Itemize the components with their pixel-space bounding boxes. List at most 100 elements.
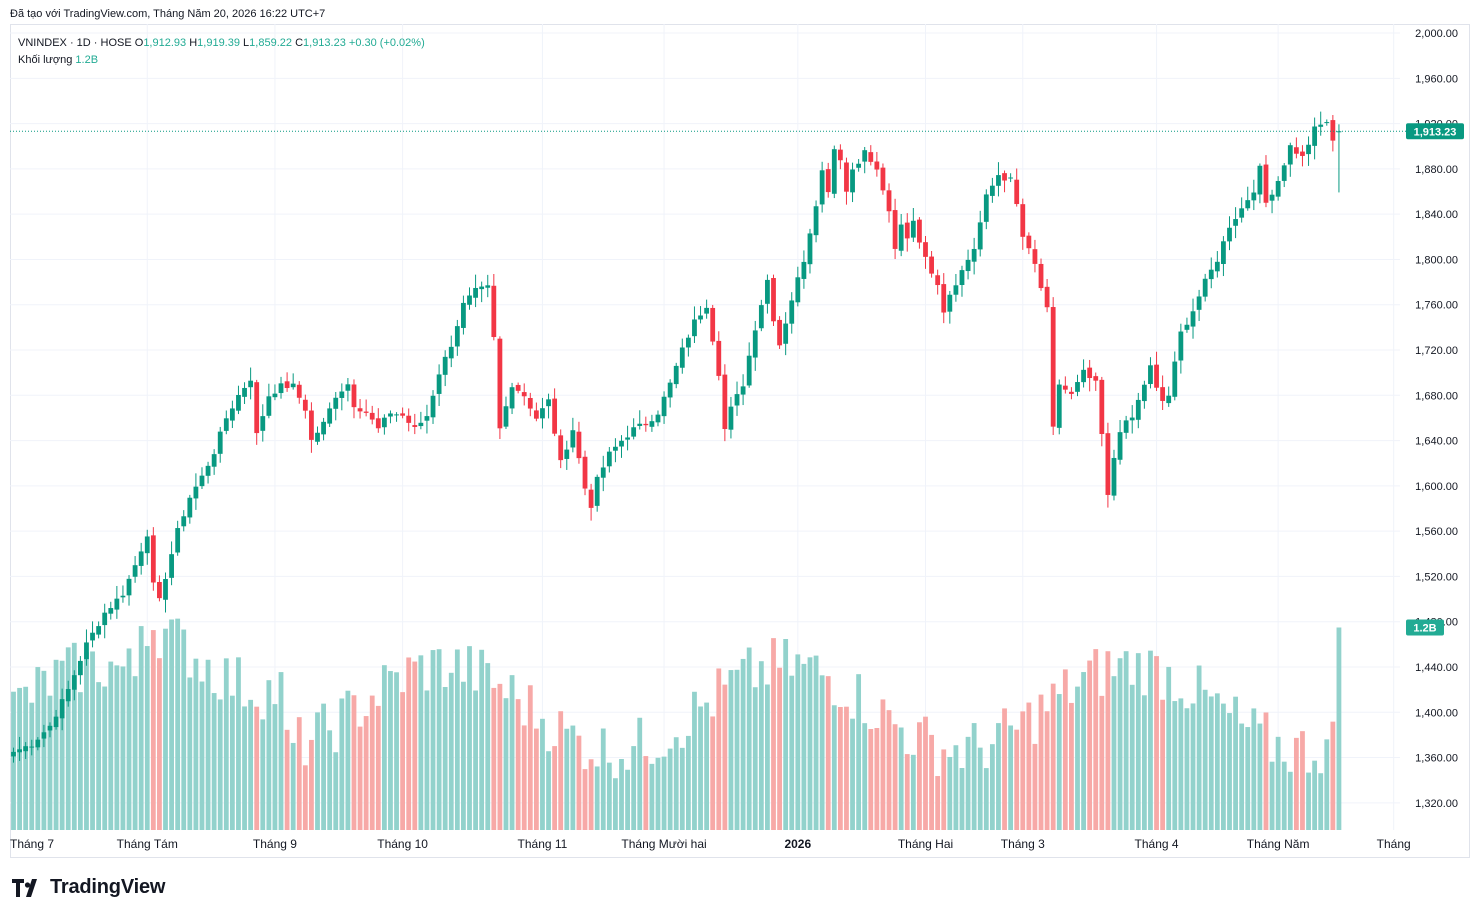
candle-body xyxy=(1214,261,1220,272)
candle-body xyxy=(1014,179,1020,205)
volume-bar xyxy=(655,757,661,830)
y-tick-label: 1,440.00 xyxy=(1415,662,1458,674)
volume-bar xyxy=(935,776,941,830)
candle-body xyxy=(923,242,928,257)
volume-bar xyxy=(910,754,916,830)
volume-bar xyxy=(479,649,485,830)
volume-bar xyxy=(278,672,284,830)
volume-bar xyxy=(454,649,460,830)
volume-bar xyxy=(448,672,454,830)
volume-bar xyxy=(1269,761,1275,830)
candle-body xyxy=(910,220,916,238)
candle-body xyxy=(1044,286,1050,308)
volume-bar xyxy=(667,748,673,830)
open-label: O xyxy=(134,37,144,49)
volume-bar xyxy=(710,716,716,830)
chart-caption: Đã tạo với TradingView.com, Tháng Năm 20… xyxy=(10,8,326,20)
volume-bar xyxy=(765,684,770,830)
volume-bar xyxy=(412,661,418,830)
candle-body xyxy=(667,382,673,398)
volume-bar xyxy=(430,650,436,830)
candle-body xyxy=(521,392,527,397)
volume-bar xyxy=(59,660,65,830)
x-tick-label: 2026 xyxy=(784,837,811,851)
volume-bar xyxy=(801,663,807,830)
change-value: +0.30 (+0.02%) xyxy=(348,37,425,49)
candle-body xyxy=(41,732,47,739)
volume-bar xyxy=(947,756,953,830)
volume-bar xyxy=(698,706,703,830)
x-tick-label: Tháng Mười hai xyxy=(621,837,706,851)
volume-bar xyxy=(582,769,588,830)
candle-body xyxy=(406,415,412,423)
candle-body xyxy=(564,449,570,459)
candle-body xyxy=(11,751,16,757)
candle-body xyxy=(363,411,369,413)
volume-bar xyxy=(704,702,710,830)
volume-bar xyxy=(825,676,831,830)
volume-bar xyxy=(467,646,472,830)
candle-body xyxy=(132,565,138,577)
candle-body xyxy=(965,259,971,272)
volume-bar xyxy=(588,759,594,830)
volume-bar xyxy=(248,699,254,830)
volume-bar xyxy=(1020,711,1026,830)
volume-bar xyxy=(606,762,612,830)
candle-body xyxy=(90,632,95,641)
candle-body xyxy=(959,270,965,285)
candle-body xyxy=(1196,296,1202,310)
candle-body xyxy=(1257,165,1263,195)
volume-bar xyxy=(996,723,1001,830)
candle-body xyxy=(333,397,339,409)
x-tick-label: Tháng Hai xyxy=(898,837,953,851)
candle-body xyxy=(436,374,442,394)
volume-bar xyxy=(1117,658,1123,830)
symbol-label[interactable]: VNINDEX · 1D · HOSE xyxy=(18,37,132,49)
candle-body xyxy=(503,406,509,427)
candle-body xyxy=(1075,382,1080,392)
candle-body xyxy=(1062,385,1068,390)
x-tick-label: Tháng 4 xyxy=(1135,837,1179,851)
candle-body xyxy=(570,430,576,448)
volume-bar xyxy=(96,682,102,830)
volume-label[interactable]: Khối lượng xyxy=(18,54,73,66)
volume-bar xyxy=(600,728,606,830)
y-tick-label: 1,560.00 xyxy=(1415,526,1458,538)
candle-body xyxy=(758,305,764,329)
candle-body xyxy=(1275,180,1281,197)
candle-body xyxy=(302,399,308,411)
volume-bar xyxy=(205,659,211,830)
volume-bar xyxy=(71,642,77,830)
candle-body xyxy=(388,413,393,417)
x-tick-label: Tháng 11 xyxy=(518,837,568,851)
volume-bar xyxy=(29,702,35,830)
volume-bar xyxy=(819,675,825,830)
x-tick-label: Tháng 10 xyxy=(377,837,428,851)
candle-body xyxy=(716,340,722,376)
volume-bar xyxy=(65,647,71,830)
candle-body xyxy=(1032,249,1038,264)
volume-bar xyxy=(831,705,837,830)
candle-body xyxy=(272,393,278,398)
candle-body xyxy=(1148,365,1153,385)
volume-bar xyxy=(1221,703,1226,830)
candle-body xyxy=(698,315,703,320)
y-tick-label: 2,000.00 xyxy=(1415,28,1458,40)
candle-body xyxy=(710,307,716,342)
volume-bar xyxy=(777,667,782,830)
volume-bar xyxy=(217,699,223,830)
volume-bar xyxy=(163,628,168,830)
candle-body xyxy=(84,642,89,660)
candle-body xyxy=(309,410,314,440)
candle-body xyxy=(454,326,460,347)
candle-body xyxy=(108,608,114,614)
volume-bar xyxy=(266,680,272,830)
volume-bar xyxy=(552,746,558,830)
candle-body xyxy=(1251,192,1257,201)
volume-bar xyxy=(1336,627,1342,830)
candle-body xyxy=(1160,387,1166,401)
candle-body xyxy=(102,612,108,626)
y-tick-label: 1,840.00 xyxy=(1415,209,1458,221)
tradingview-logo: TradingView xyxy=(12,876,165,899)
